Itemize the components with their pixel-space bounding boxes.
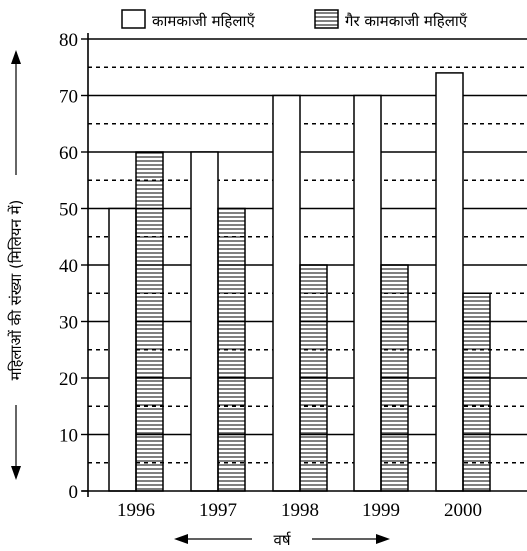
x-tick-labels: 1996 1997 1998 1999 2000 bbox=[117, 500, 482, 521]
bar-working-1998 bbox=[272, 94, 301, 492]
x-tick-label: 1998 bbox=[281, 500, 319, 521]
legend-swatch-working bbox=[121, 9, 146, 29]
bar-nonworking-1998 bbox=[299, 264, 328, 492]
legend: कामकाजी महिलाएँ गैर कामकाजी महिलाएँ bbox=[121, 9, 468, 30]
legend-label-working: कामकाजी महिलाएँ bbox=[152, 12, 255, 30]
x-axis-arrow-left-icon bbox=[174, 534, 188, 544]
y-axis-label-group: महिलाओं की संख्या (मिलियन में) महिलाओं क… bbox=[6, 50, 27, 480]
legend-label-nonworking: गैर कामकाजी महिलाएँ bbox=[345, 12, 468, 30]
y-tick-labels: 0 10 20 30 40 50 60 70 80 bbox=[59, 30, 78, 503]
bar-nonworking-2000 bbox=[462, 292, 491, 492]
y-tick-label: 0 bbox=[69, 482, 79, 503]
y-tick-label: 70 bbox=[59, 87, 78, 108]
bar-nonworking-1997 bbox=[217, 207, 246, 492]
x-axis-label-group: वर्ष bbox=[174, 526, 390, 550]
bar-nonworking-1996 bbox=[135, 151, 164, 492]
y-tick-label: 50 bbox=[59, 200, 78, 221]
x-axis-label: वर्ष bbox=[273, 531, 291, 549]
bar-working-1996 bbox=[108, 207, 137, 492]
y-tick-label: 30 bbox=[59, 313, 78, 334]
x-axis-arrow-right-icon bbox=[376, 534, 390, 544]
x-tick-label: 1999 bbox=[362, 500, 400, 521]
bar-nonworking-1999 bbox=[380, 264, 409, 492]
y-tick-label: 10 bbox=[59, 426, 78, 447]
bar-working-2000 bbox=[435, 72, 464, 492]
legend-swatch-nonworking bbox=[314, 9, 339, 29]
y-axis-arrow-down-icon bbox=[11, 466, 21, 480]
bar-working-1999 bbox=[353, 94, 382, 492]
x-tick-label: 1997 bbox=[199, 500, 237, 521]
y-axis-label-visible: महिलाओं की संख्या (मिलियन में) bbox=[7, 200, 25, 381]
bars bbox=[108, 72, 491, 492]
y-tick-label: 20 bbox=[59, 369, 78, 390]
y-axis-arrow-up-icon bbox=[11, 50, 21, 64]
y-tick-label: 60 bbox=[59, 143, 78, 164]
axes bbox=[81, 33, 527, 497]
bar-working-1997 bbox=[190, 151, 219, 492]
x-tick-label: 1996 bbox=[117, 500, 155, 521]
y-tick-label: 80 bbox=[59, 30, 78, 51]
y-tick-label: 40 bbox=[59, 256, 78, 277]
x-tick-label: 2000 bbox=[444, 500, 482, 521]
